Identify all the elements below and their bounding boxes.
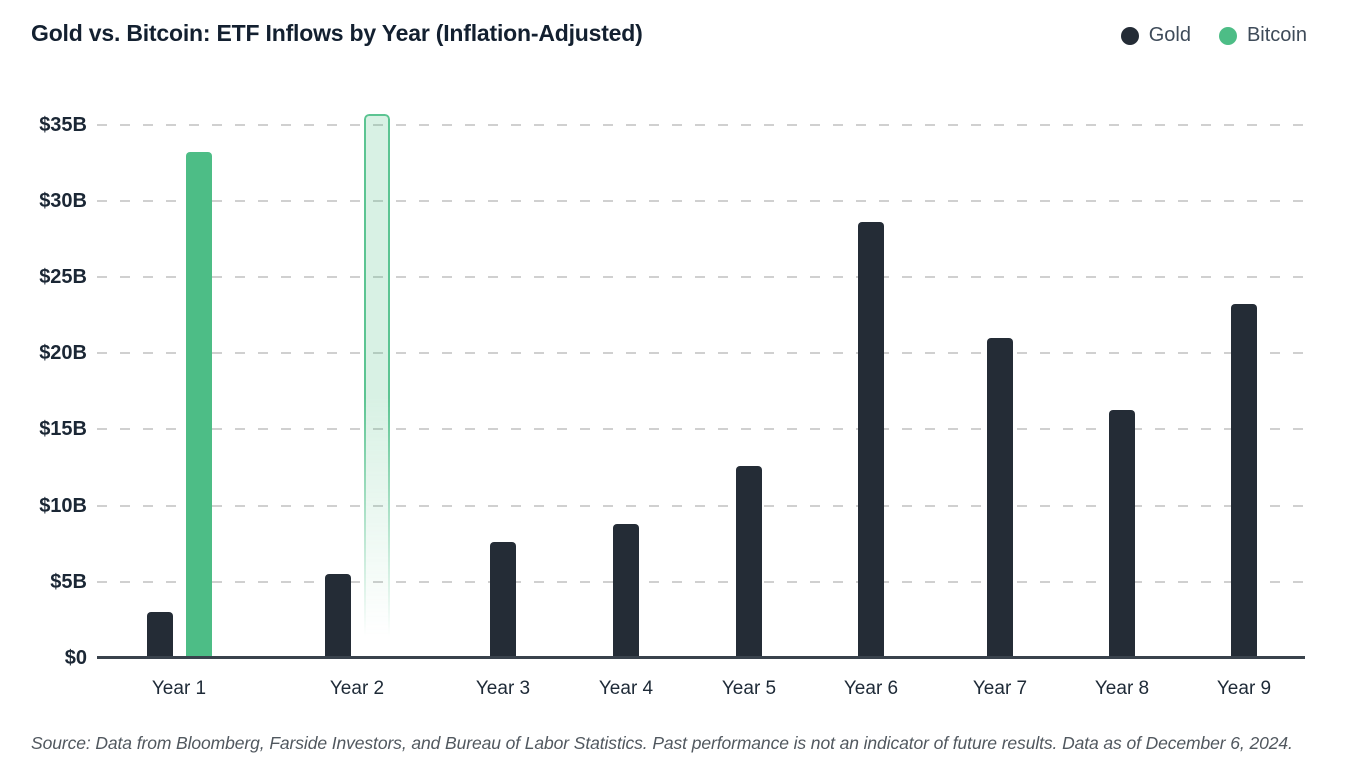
legend-item-gold: Gold (1120, 24, 1191, 47)
gridline-5b (97, 580, 1305, 583)
gridline-30b (97, 199, 1305, 202)
gridline-25b (97, 276, 1305, 278)
legend-label-bitcoin: Bitcoin (1246, 24, 1307, 46)
gridline-10b (97, 504, 1305, 507)
bar-gold-year-7 (987, 337, 1013, 658)
bitcoin-legend-dot-icon (1218, 26, 1237, 45)
x-tick-label-year-1: Year 1 (151, 678, 207, 699)
y-tick-label: $15B (39, 418, 87, 441)
y-tick-label: $20B (39, 342, 87, 365)
bar-gold-year-1 (146, 612, 173, 658)
y-tick-label: $30B (39, 189, 87, 212)
x-tick-label-year-2: Year 2 (329, 678, 385, 699)
y-tick-label: $25B (39, 266, 87, 288)
bar-gold-year-9 (1231, 304, 1257, 658)
gold-legend-dot-icon (1120, 26, 1139, 45)
x-tick-label-year-3: Year 3 (475, 678, 531, 699)
bar-gold-year-4 (613, 523, 639, 658)
bar-gold-year-2 (324, 574, 351, 658)
gridline-15b (97, 428, 1305, 431)
x-axis-line (97, 656, 1305, 659)
y-tick-label: $10B (39, 494, 87, 517)
chart-title: Gold vs. Bitcoin: ETF Inflows by Year (I… (31, 20, 643, 46)
y-tick-label: $5B (50, 570, 87, 593)
x-tick-label-year-9: Year 9 (1216, 678, 1272, 699)
bar-gold-year-8 (1109, 409, 1135, 658)
x-tick-label-year-4: Year 4 (598, 678, 654, 699)
gridline-20b (97, 352, 1305, 355)
bar-gold-year-5 (736, 465, 762, 658)
bar-bitcoin-year-1 (185, 152, 212, 658)
gridline-35b (97, 123, 1305, 126)
y-tick-label: $0 (64, 647, 87, 669)
legend-label-gold: Gold (1148, 24, 1191, 46)
legend-item-bitcoin: Bitcoin (1218, 24, 1307, 47)
y-tick-label: $35B (39, 113, 87, 136)
x-tick-label-year-6: Year 6 (843, 678, 899, 699)
source-note: Source: Data from Bloomberg, Farside Inv… (31, 733, 1293, 753)
x-tick-label-year-7: Year 7 (972, 678, 1028, 699)
x-tick-label-year-8: Year 8 (1094, 678, 1150, 699)
legend: Gold Bitcoin (1120, 24, 1307, 47)
bar-gold-year-3 (490, 542, 516, 658)
bar-gold-year-6 (858, 222, 884, 658)
bar-bitcoin-year-2-projected (363, 113, 390, 658)
x-tick-label-year-5: Year 5 (721, 678, 777, 699)
